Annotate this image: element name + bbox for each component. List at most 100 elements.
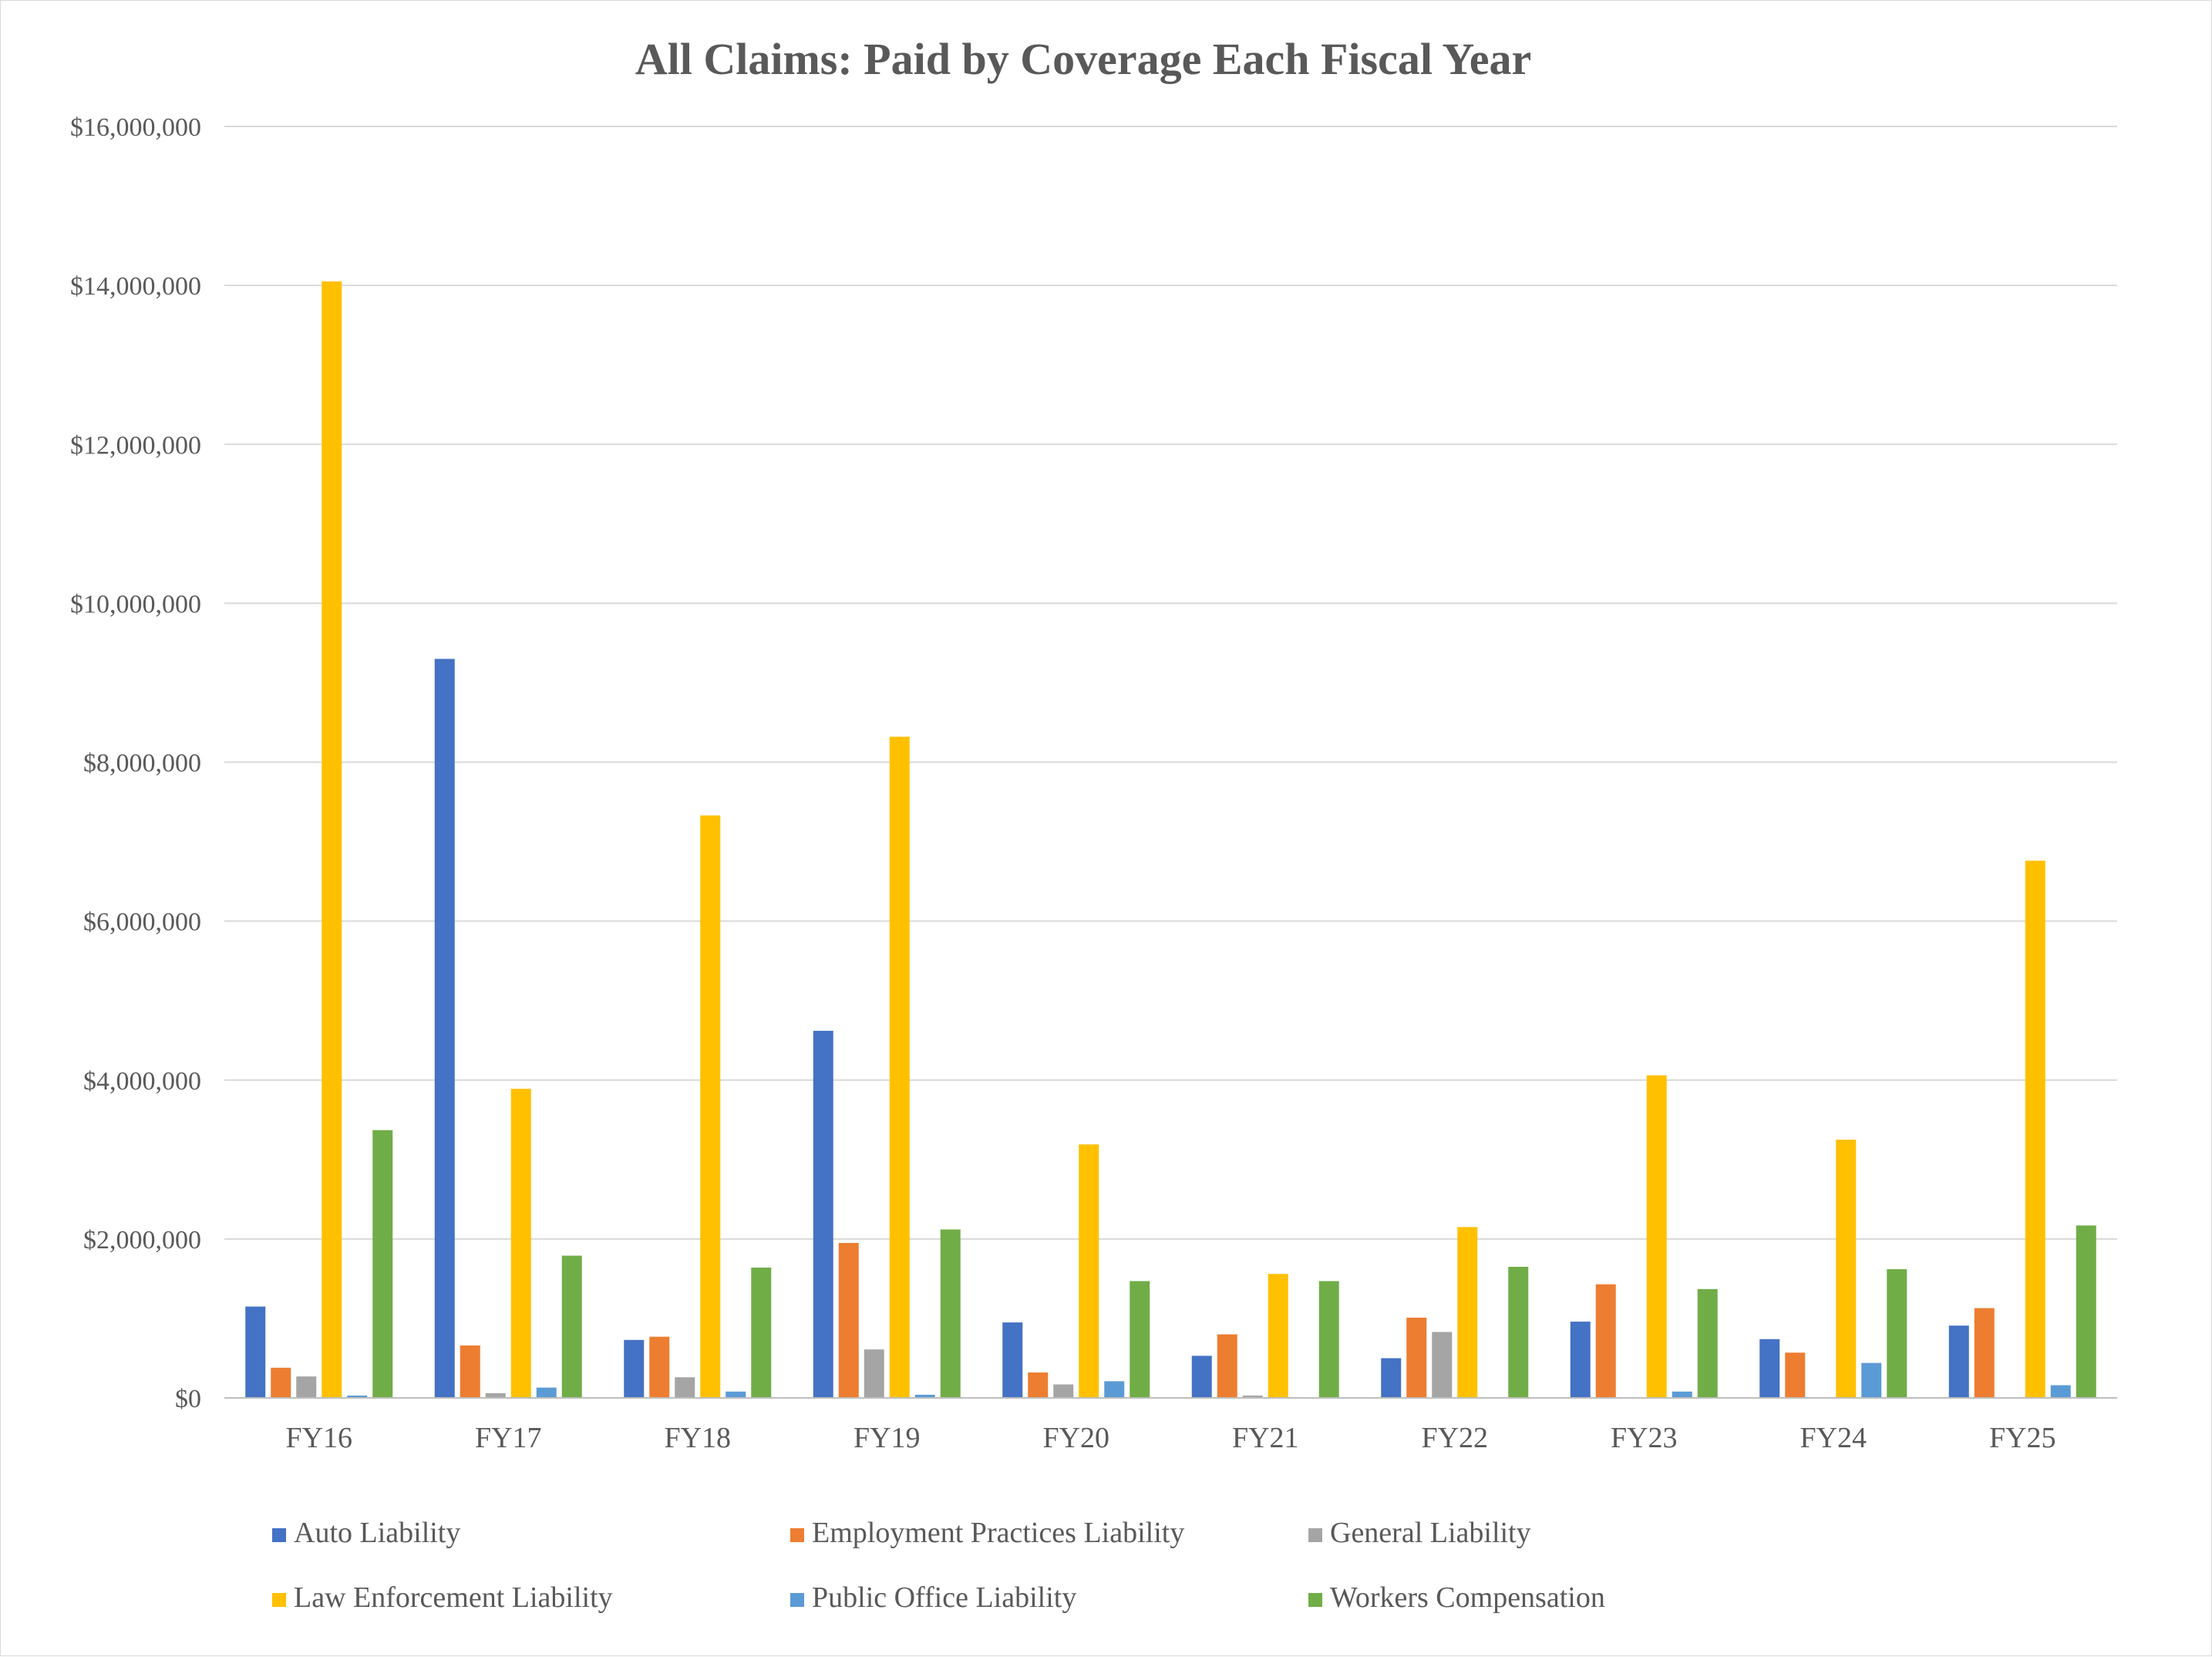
bar [2076,1225,2096,1398]
legend-swatch [790,1593,804,1607]
x-tick-label: FY25 [1989,1422,2056,1454]
bar [649,1336,670,1398]
y-tick-label: $2,000,000 [83,1226,201,1255]
y-tick-label: $16,000,000 [70,113,201,142]
bar [1002,1322,1023,1398]
x-tick-label: FY21 [1232,1422,1299,1454]
legend-swatch [1308,1528,1322,1542]
bar [1432,1332,1453,1398]
legend-label: Workers Compensation [1330,1581,1605,1614]
bar [1974,1308,1995,1398]
bar [271,1367,291,1398]
bar [1861,1362,1882,1398]
bar [2050,1385,2071,1398]
bar [1508,1266,1529,1398]
legend: Auto Liability Employment Practices Liabi… [272,1517,1605,1614]
bar [1785,1352,1806,1398]
y-tick-label: $6,000,000 [83,908,201,937]
y-tick-label: $14,000,000 [70,272,201,301]
legend-label: Auto Liability [294,1517,460,1549]
legend-item: Public Office Liability [790,1581,1076,1614]
bar [1028,1372,1049,1398]
series-1 [271,1243,1995,1398]
series-2 [296,1332,1453,1398]
bar [700,815,721,1398]
bar [864,1349,884,1398]
bar [675,1377,695,1398]
bar [1318,1281,1339,1398]
bar [751,1267,772,1398]
bar [1104,1381,1125,1398]
bar [1836,1140,1857,1398]
chart-title: All Claims: Paid by Coverage Each Fiscal… [635,34,1532,84]
y-tick-label: $0 [175,1385,201,1413]
x-tick-label: FY24 [1800,1422,1867,1454]
bar [1697,1288,1718,1398]
bar [1672,1391,1692,1398]
bar [726,1391,746,1398]
x-tick-label: FY17 [475,1422,542,1454]
x-tick-label: FY16 [285,1422,352,1454]
bar [372,1130,393,1398]
x-tick-label: FY22 [1421,1422,1488,1454]
bar [1646,1075,1667,1398]
bar [1242,1395,1263,1398]
bar [914,1394,935,1398]
legend-swatch [790,1528,804,1542]
legend-label: Public Office Liability [812,1581,1076,1614]
series-3 [322,281,2045,1398]
bar [1217,1334,1237,1398]
legend-item: Law Enforcement Liability [272,1581,613,1614]
y-tick-label: $8,000,000 [83,749,201,778]
bar [1191,1356,1212,1398]
bar [322,281,342,1398]
bar [1759,1339,1780,1398]
y-tick-label: $10,000,000 [70,590,201,618]
x-tick-label: FY19 [853,1422,921,1454]
legend-swatch [272,1593,286,1607]
bar [1948,1325,1969,1398]
legend-swatch [272,1528,286,1542]
bar [1595,1284,1616,1398]
bar [434,658,455,1398]
bar [485,1393,506,1398]
x-tick-label: FY18 [664,1422,731,1454]
bar [347,1395,368,1398]
bar [510,1089,531,1398]
bar [940,1229,961,1398]
bar [1053,1384,1074,1398]
series-5 [372,1130,2096,1398]
bar [1457,1227,1478,1398]
legend-item: Employment Practices Liability [790,1517,1184,1549]
gridlines [224,126,2117,1240]
x-axis-tick-labels: FY16 FY17 FY18 FY19 FY20 FY21 FY22 FY23 FY24 FY25 [285,1422,2055,1454]
series-4 [347,1362,2071,1398]
x-tick-label: FY20 [1042,1422,1109,1454]
bar [1268,1274,1288,1398]
bar [1079,1144,1099,1398]
bar [1406,1317,1427,1398]
legend-item: Auto Liability [272,1517,460,1549]
bar [296,1376,317,1398]
bar [460,1345,480,1398]
bar [838,1243,859,1398]
x-tick-label: FY23 [1611,1422,1678,1454]
y-tick-label: $4,000,000 [83,1067,201,1096]
legend-item: Workers Compensation [1308,1581,1605,1614]
bar [561,1255,582,1398]
bar [1130,1281,1150,1398]
legend-item: General Liability [1308,1517,1531,1549]
bar [1381,1358,1402,1398]
y-tick-label: $12,000,000 [70,431,201,460]
bar [536,1387,557,1398]
bars [245,281,2096,1398]
bar [1887,1269,1907,1398]
bar [1570,1322,1591,1398]
bar [2025,860,2045,1398]
legend-label: General Liability [1330,1517,1531,1549]
legend-label: Employment Practices Liability [812,1517,1184,1549]
legend-label: Law Enforcement Liability [294,1581,613,1614]
bar [813,1030,833,1398]
